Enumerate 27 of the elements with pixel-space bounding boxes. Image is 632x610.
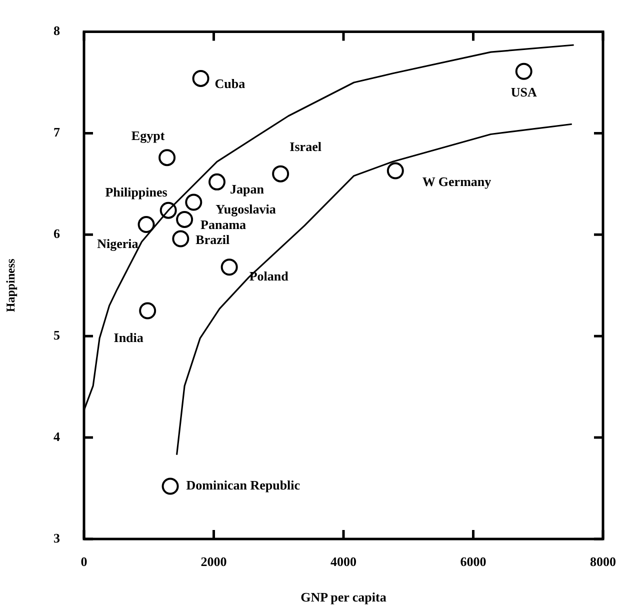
annotation: Egypt: [131, 128, 166, 143]
annotation: USA: [510, 84, 538, 100]
y-tick-label: 8: [54, 23, 60, 38]
annotation: Yugoslavia: [216, 202, 276, 217]
y-tick-label: 3: [54, 530, 60, 546]
annotation: India: [114, 330, 144, 346]
x-tick-label: 6000: [460, 554, 486, 570]
x-axis-title: GNP per capita: [300, 590, 387, 605]
x-tick-label: 4000: [330, 554, 356, 570]
annotation: Brazil: [196, 232, 230, 248]
x-tick-label: 2000: [200, 554, 227, 570]
annotation: Israel: [290, 139, 322, 154]
y-tick-label: 4: [54, 428, 60, 444]
annotation: Nigeria: [97, 236, 139, 251]
y-tick-label: 7: [54, 124, 60, 140]
y-tick-label: 5: [54, 327, 60, 342]
annotation: W Germany: [422, 174, 492, 190]
annotation: Philippines: [105, 184, 168, 200]
annotation: Cuba: [214, 76, 246, 91]
annotation: Panama: [200, 216, 247, 232]
x-tick-label: 8000: [590, 554, 616, 570]
y-tick-label: 6: [54, 226, 60, 242]
x-tick-label: 0: [80, 554, 88, 570]
annotation: Dominican Republic: [186, 478, 300, 493]
y-axis-title: Happiness: [3, 258, 18, 312]
annotation: Poland: [249, 268, 290, 284]
annotation: Japan: [230, 181, 265, 196]
